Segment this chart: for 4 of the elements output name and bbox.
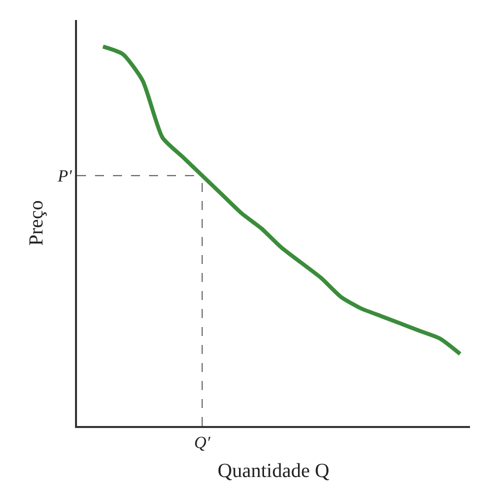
y-axis-title: Preço [26, 200, 48, 246]
text: Q′ [194, 433, 210, 452]
x-axis-title: Quantidade Q [218, 460, 330, 482]
ref-line-label: P′ [56, 166, 72, 186]
